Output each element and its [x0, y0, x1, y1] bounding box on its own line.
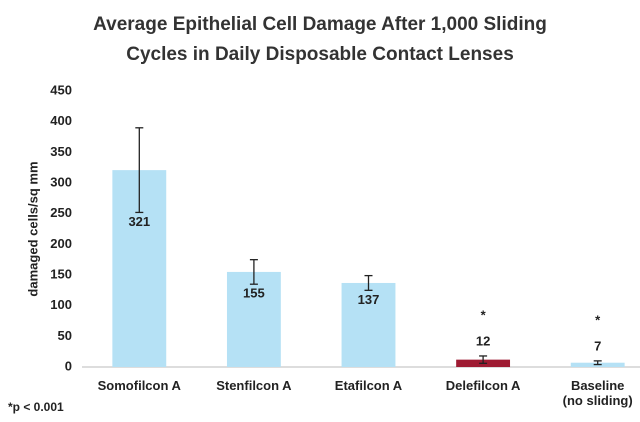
x-tick-label: Etafilcon A [334, 378, 403, 393]
x-tick-label: Delefilcon A [445, 378, 521, 393]
value-label: 7 [594, 338, 601, 353]
value-label: 12 [476, 333, 490, 348]
value-label: 155 [243, 286, 265, 301]
y-tick-label: 0 [65, 358, 72, 373]
bar [341, 282, 396, 367]
chart-title: Average Epithelial Cell Damage After 1,0… [93, 14, 547, 65]
y-tick-label: 50 [58, 328, 72, 343]
value-label: 137 [358, 292, 380, 307]
y-tick-label: 200 [50, 236, 72, 251]
x-tick-label: Somofilcon A [97, 378, 181, 393]
y-tick-label: 100 [50, 297, 72, 312]
footnote: *p < 0.001 [8, 400, 64, 414]
y-tick-label: 300 [50, 174, 72, 189]
y-tick-label: 400 [50, 113, 72, 128]
x-tick-label: Baseline (no sliding) [562, 378, 633, 408]
y-tick-label: 150 [50, 266, 72, 281]
y-tick-label: 350 [50, 144, 72, 159]
y-tick-label: 250 [50, 205, 72, 220]
x-tick-label: Stenfilcon A [216, 378, 292, 393]
bar [226, 271, 281, 367]
value-label: 321 [128, 214, 150, 229]
significance-mark: * [481, 307, 487, 322]
y-axis-label: damaged cells/sq mm [25, 161, 40, 296]
significance-mark: * [595, 312, 601, 327]
y-tick-label: 450 [50, 82, 72, 97]
